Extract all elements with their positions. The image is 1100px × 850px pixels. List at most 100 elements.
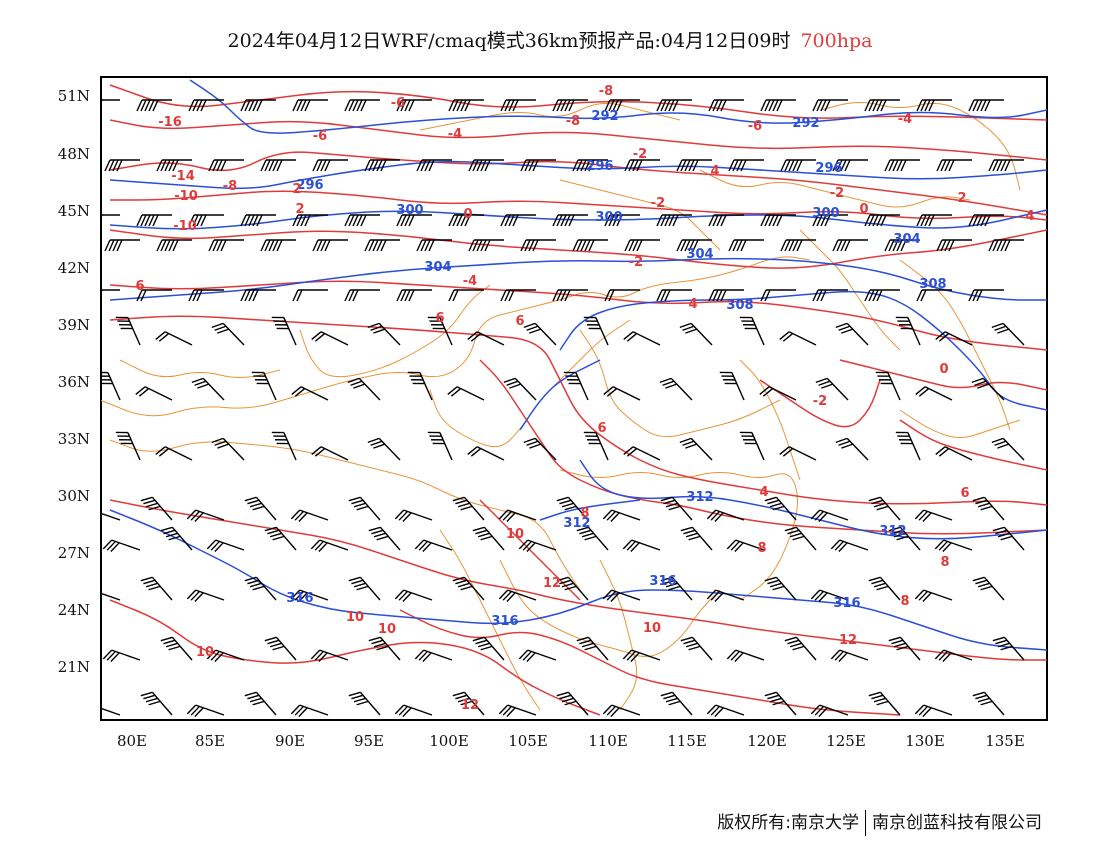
map-title: 2024年04月12日WRF/cmaq模式36km预报产品:04月12日09时 7…: [0, 26, 1100, 53]
wind-barb-icon: [779, 331, 817, 346]
wind-barb-icon: [211, 322, 245, 346]
wind-barb-icon: [472, 526, 505, 551]
wind-barb-icon: [888, 636, 921, 661]
wind-barb-icon: [708, 99, 744, 112]
wind-barb-icon: [759, 386, 797, 401]
wind-barb-icon: [271, 316, 297, 346]
boundary-line: [119, 359, 281, 378]
wind-barb-icon: [367, 322, 401, 346]
wind-barb-icon: [812, 99, 848, 112]
wind-barb-icon: [240, 214, 276, 227]
lon-label: 85E: [194, 732, 226, 750]
temperature-contour-label: 10: [506, 527, 524, 542]
lon-label: 80E: [116, 732, 148, 750]
temperature-contour-label: 8: [900, 594, 909, 609]
wind-barb-icon: [810, 509, 849, 522]
temperature-contour: [109, 151, 1047, 216]
temperature-contour-label: 12: [543, 576, 561, 591]
wind-barb-icon: [726, 539, 765, 552]
temperature-contour-label: 2: [957, 191, 966, 206]
wind-barb-icon: [991, 437, 1025, 461]
wind-barb-icon: [784, 526, 817, 551]
wind-barb-icon: [523, 322, 557, 346]
lat-label: 30N: [57, 487, 90, 505]
footer-right: 南京创蓝科技有限公司: [872, 813, 1042, 833]
wind-barb-icon: [968, 99, 1004, 112]
wind-barb-icon: [240, 99, 276, 112]
temperature-contour-label: 8: [757, 541, 766, 556]
wind-barb-icon: [656, 214, 692, 227]
height-contour: [109, 209, 1047, 230]
wind-barb-icon: [868, 576, 901, 601]
temperature-contour-label: -14: [171, 169, 195, 184]
wind-barb-icon: [348, 691, 381, 716]
wind-barb-icon: [992, 526, 1025, 551]
wind-barb-icon: [936, 239, 972, 252]
temperature-contour-label: -16: [158, 115, 182, 130]
wind-barb-icon: [396, 289, 432, 302]
temperature-contour: [479, 359, 1047, 535]
wind-barb-icon: [364, 159, 400, 172]
wind-barb-icon: [656, 99, 692, 112]
height-contour-label: 292: [792, 116, 819, 131]
wind-barb-icon: [832, 239, 868, 252]
footer-divider: [865, 810, 866, 836]
wind-barb-icon: [676, 159, 712, 172]
title-main: 2024年04月12日WRF/cmaq模式36km预报产品:04月12日09时: [227, 30, 791, 52]
wind-barb-icon: [155, 446, 193, 461]
wind-barb-icon: [311, 331, 349, 346]
wind-barb-icon: [500, 99, 536, 112]
wind-barb-icon: [244, 576, 277, 601]
wind-barb-icon: [679, 322, 713, 346]
temperature-contour-label: 12: [461, 698, 479, 713]
wind-barb-icon: [968, 289, 1004, 302]
wind-barb-icon: [447, 386, 485, 401]
wind-barb-icon: [468, 159, 504, 172]
wind-barb-icon: [739, 316, 765, 346]
wind-barb-icon: [706, 589, 745, 602]
wind-barb-icon: [760, 214, 796, 227]
wind-barb-icon: [556, 576, 589, 601]
wind-barb-icon: [448, 99, 484, 112]
wind-barb-icon: [500, 214, 536, 227]
wind-barb-icon: [576, 526, 609, 551]
wind-barb-icon: [815, 377, 849, 401]
wind-barb-icon: [251, 371, 277, 401]
temperature-contour-label: -2: [629, 255, 643, 270]
boundary-line: [101, 256, 811, 417]
wind-barb-icon: [271, 431, 297, 461]
wind-barb-icon: [186, 509, 225, 522]
wind-barb-icon: [101, 371, 121, 401]
wind-barb-icon: [739, 431, 765, 461]
height-contour-label: 292: [591, 109, 618, 124]
wind-barb-icon: [344, 214, 380, 227]
wind-barb-icon: [292, 289, 328, 302]
wind-barb-icon: [779, 446, 817, 461]
wind-barb-icon: [427, 431, 453, 461]
wind-barb-icon: [935, 331, 973, 346]
wind-barb-icon: [472, 636, 505, 661]
wind-barb-icon: [348, 576, 381, 601]
temperature-contour-label: 10: [196, 645, 214, 660]
wind-barb-icon: [101, 214, 120, 219]
wind-barb-icon: [140, 496, 173, 521]
wind-barb-icon: [915, 386, 953, 401]
wind-barb-icon: [916, 99, 952, 112]
wind-barb-icon: [660, 691, 693, 716]
wind-barb-icon: [572, 159, 608, 172]
wind-barb-icon: [934, 539, 973, 552]
lon-label: 115E: [667, 732, 707, 750]
wind-barb-icon: [208, 159, 244, 172]
height-contour: [539, 499, 641, 521]
wind-barb-icon: [292, 214, 328, 227]
height-contour: [559, 290, 1047, 411]
wind-barb-icon: [660, 496, 693, 521]
wind-barb-icon: [659, 377, 693, 401]
height-contour: [109, 509, 1047, 651]
wind-barb-icon: [706, 704, 745, 717]
wind-barb-icon: [520, 239, 556, 252]
wind-barb-icon: [396, 214, 432, 227]
wind-barb-icon: [719, 371, 745, 401]
temperature-contour-label: -6: [313, 129, 327, 144]
